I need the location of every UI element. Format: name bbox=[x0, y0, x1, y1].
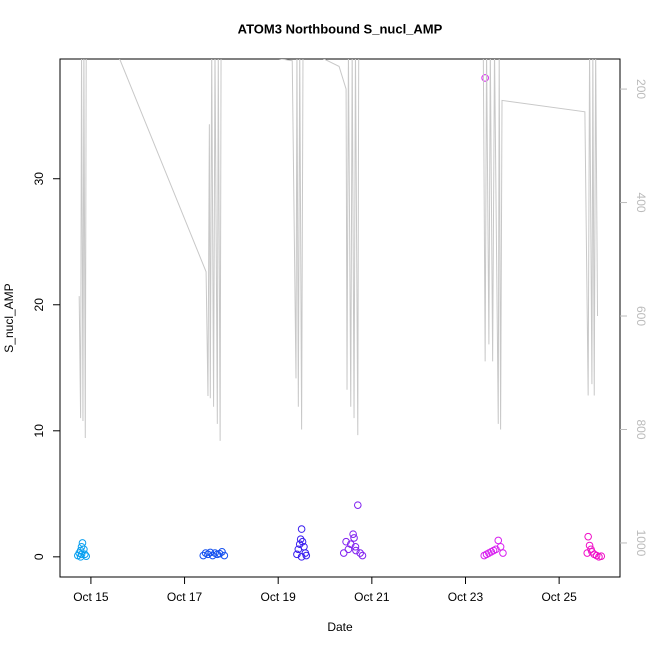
point bbox=[349, 530, 357, 538]
point bbox=[218, 547, 226, 556]
y-tick-label: 0 bbox=[32, 553, 46, 560]
x-tick-label: Oct 25 bbox=[541, 590, 577, 604]
line bbox=[78, 59, 599, 441]
point bbox=[494, 536, 503, 545]
point bbox=[350, 534, 358, 542]
point bbox=[597, 552, 606, 561]
point bbox=[496, 542, 505, 551]
point bbox=[208, 551, 217, 560]
point bbox=[346, 540, 355, 549]
point bbox=[215, 549, 224, 558]
point bbox=[352, 546, 360, 555]
y-tick-label: 10 bbox=[32, 424, 46, 438]
x-tick-label: Oct 17 bbox=[167, 590, 203, 604]
point bbox=[585, 541, 594, 550]
point bbox=[588, 547, 596, 556]
point bbox=[342, 537, 350, 546]
y2-tick-label: 400 bbox=[634, 193, 648, 213]
point bbox=[78, 539, 87, 547]
point bbox=[358, 551, 367, 560]
point bbox=[353, 501, 362, 509]
point bbox=[481, 74, 489, 82]
point bbox=[499, 549, 507, 557]
plot-area bbox=[73, 59, 606, 561]
point bbox=[339, 549, 348, 557]
point bbox=[356, 549, 364, 557]
point bbox=[77, 550, 86, 559]
point bbox=[298, 537, 307, 546]
point bbox=[584, 532, 592, 541]
y2-tick-label: 1000 bbox=[634, 530, 648, 557]
point bbox=[81, 550, 89, 559]
point bbox=[302, 551, 311, 560]
x-tick-label: Oct 21 bbox=[354, 590, 390, 604]
point bbox=[344, 545, 353, 554]
point bbox=[77, 542, 86, 551]
point bbox=[296, 535, 305, 543]
x-axis-label: Date bbox=[327, 620, 353, 634]
y-axis-label: S_nucl_AMP bbox=[2, 283, 16, 352]
point bbox=[293, 550, 301, 559]
point bbox=[492, 545, 500, 554]
y-tick-label: 30 bbox=[32, 172, 46, 186]
y2-tick-label: 800 bbox=[634, 419, 648, 439]
y2-tick-label: 200 bbox=[634, 79, 648, 99]
x-tick-label: Oct 23 bbox=[448, 590, 484, 604]
point bbox=[204, 550, 212, 559]
point bbox=[199, 551, 208, 560]
point bbox=[351, 542, 360, 551]
point bbox=[82, 552, 91, 561]
point bbox=[220, 551, 229, 560]
point bbox=[297, 553, 306, 561]
point bbox=[297, 525, 306, 533]
point bbox=[80, 545, 88, 554]
plot-box bbox=[59, 58, 621, 578]
x-tick-label: Oct 15 bbox=[73, 590, 109, 604]
y-tick-label: 20 bbox=[32, 298, 46, 312]
chart-title: ATOM3 Northbound S_nucl_AMP bbox=[238, 21, 443, 36]
point bbox=[583, 549, 592, 557]
y2-tick-label: 600 bbox=[634, 306, 648, 326]
x-tick-label: Oct 19 bbox=[261, 590, 297, 604]
